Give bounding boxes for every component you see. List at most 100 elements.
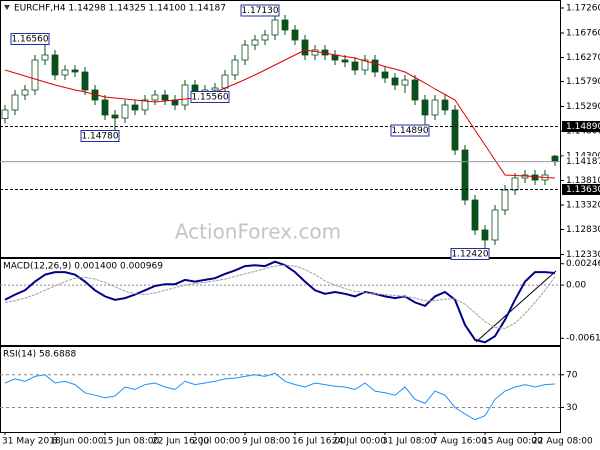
candle-body: [11, 94, 19, 111]
y-tick-label: 1.16760: [566, 29, 600, 39]
x-tick-label: 31 May 2018: [2, 437, 61, 447]
candle-body: [231, 59, 239, 76]
candle-body: [551, 155, 559, 163]
y-tick-label: 1.15290: [566, 102, 600, 112]
y-tick-label: 30: [566, 403, 578, 413]
y-tick-label: 70: [566, 370, 578, 380]
series-line: [4, 264, 556, 329]
annotation-label: 1.17130: [241, 6, 278, 16]
y-tick-label: 1.12330: [566, 250, 600, 260]
annotation-label: 1.14780: [81, 132, 118, 142]
candle-body: [211, 87, 219, 91]
candle-body: [451, 109, 459, 151]
annotation-label: 1.15560: [191, 93, 228, 103]
x-tick-label: 15 Jun 08:00: [102, 437, 159, 447]
candle-body: [261, 34, 269, 41]
candle-body: [461, 149, 469, 201]
candle-body: [501, 189, 509, 211]
series-line: [4, 49, 556, 179]
candle-body: [221, 74, 229, 89]
candle-body: [31, 59, 39, 91]
x-tick-label: 22 Jun 16:00: [152, 437, 209, 447]
annotation-box: [390, 124, 430, 137]
candle-body: [1, 109, 9, 119]
annotation-box: [450, 248, 490, 260]
level-label: 1.14187: [566, 157, 600, 167]
candle-body: [391, 77, 399, 86]
x-tick-label: 24 Jul 00:00: [332, 437, 386, 447]
candle-body: [61, 69, 69, 76]
candle-body: [151, 94, 159, 101]
candle-body: [241, 44, 249, 61]
panel-title: EURCHF,H4 1.14298 1.14325 1.14100 1.1418…: [14, 4, 226, 14]
candle-body: [291, 29, 299, 41]
y-tick-label: 1.16270: [566, 53, 600, 63]
candle-body: [421, 99, 429, 116]
main-panel-frame: [0, 0, 561, 258]
candle-body: [71, 69, 79, 73]
macd-panel-frame: [0, 258, 561, 346]
candle-body: [481, 229, 489, 241]
rsi-panel-frame: [0, 346, 561, 433]
level-label: 1.14890: [566, 122, 600, 132]
candle-body: [111, 114, 119, 119]
candle-body: [371, 59, 379, 73]
y-tick-label: 1.13810: [566, 176, 600, 186]
candle-body: [101, 99, 109, 116]
candle-body: [431, 99, 439, 116]
panel-title: RSI(14) 58.6888: [3, 350, 76, 360]
candle-body: [181, 84, 189, 106]
x-tick-label: 31 Jul 08:00: [382, 437, 436, 447]
candle-body: [311, 49, 319, 56]
panel-title: MACD(12,26,9) 0.001400 0.000969: [3, 262, 163, 272]
y-tick-label: -0.006136: [566, 334, 600, 344]
candle-body: [21, 89, 29, 96]
candle-body: [281, 19, 289, 31]
candle-body: [121, 104, 129, 119]
candle-body: [361, 59, 369, 71]
annotation-box: [240, 4, 280, 17]
x-tick-label: 8 Jun 00:00: [52, 437, 104, 447]
candle-body: [401, 79, 409, 86]
candle-body: [381, 71, 389, 79]
annotation-label: 1.12420: [451, 250, 488, 260]
candle-body: [51, 54, 59, 76]
title-icon: [4, 5, 10, 10]
series-line: [4, 372, 556, 421]
x-tick-label: 7 Aug 16:00: [432, 437, 487, 447]
x-tick-label: 15 Aug 00:00: [482, 437, 543, 447]
level-label-box: [562, 156, 600, 168]
level-label-box: [562, 121, 600, 132]
candle-body: [471, 199, 479, 231]
y-tick-label: 1.15790: [566, 77, 600, 87]
candle-body: [441, 99, 449, 111]
y-tick-label: 0.002469: [566, 259, 600, 269]
candle-body: [511, 177, 519, 191]
candle-body: [271, 19, 279, 36]
candle-body: [341, 59, 349, 63]
series-line: [4, 260, 556, 344]
candle-body: [491, 209, 499, 241]
candle-body: [141, 99, 149, 111]
candle-body: [81, 71, 89, 91]
annotation-box: [10, 33, 50, 45]
x-tick-label: 2 Jul 00:00: [192, 437, 241, 447]
y-tick-label: 0.00: [566, 281, 586, 291]
watermark: ActionForex.com: [175, 220, 341, 244]
candle-body: [531, 174, 539, 181]
x-tick-label: 22 Aug 08:00: [532, 437, 593, 447]
candle-body: [411, 79, 419, 101]
trend-line: [475, 270, 557, 343]
x-tick-label: 16 Jul 16:00: [292, 437, 346, 447]
level-label: 1.13630: [566, 185, 600, 195]
annotation-box: [190, 91, 230, 103]
level-label-box: [562, 184, 600, 195]
candle-body: [251, 39, 259, 46]
candle-body: [131, 104, 139, 111]
candle-body: [301, 39, 309, 56]
annotation-label: 1.16560: [11, 35, 48, 45]
annotation-box: [80, 130, 120, 142]
y-tick-label: 1.12830: [566, 225, 600, 235]
annotation-label: 1.14890: [391, 126, 428, 136]
